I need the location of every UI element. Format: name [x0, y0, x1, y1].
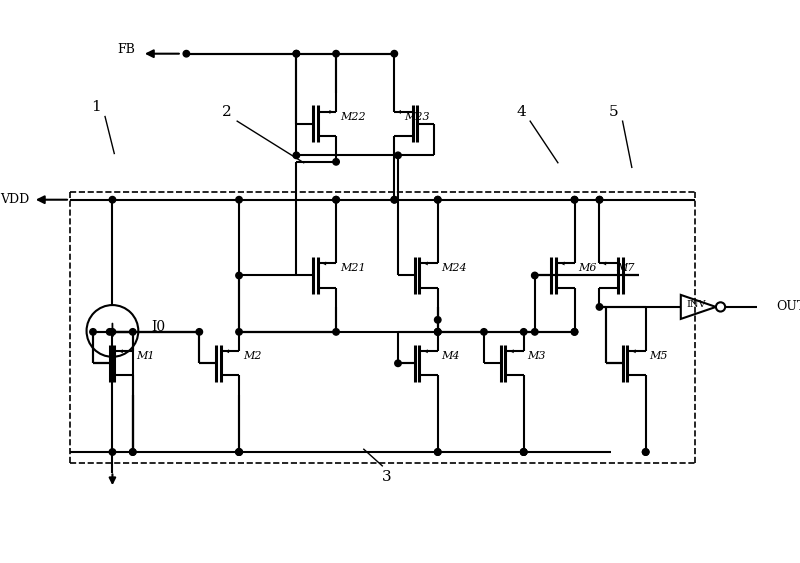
- Circle shape: [236, 449, 242, 455]
- Circle shape: [596, 196, 602, 203]
- Text: M2: M2: [242, 351, 262, 361]
- Circle shape: [481, 329, 487, 335]
- Circle shape: [236, 272, 242, 279]
- Circle shape: [293, 51, 299, 57]
- Circle shape: [521, 329, 527, 335]
- Text: 5: 5: [609, 105, 618, 119]
- Circle shape: [130, 329, 136, 335]
- Circle shape: [521, 449, 527, 455]
- Circle shape: [596, 303, 602, 310]
- Circle shape: [196, 329, 202, 335]
- Text: M23: M23: [404, 111, 430, 122]
- Circle shape: [596, 196, 602, 203]
- Circle shape: [333, 159, 339, 165]
- Circle shape: [434, 329, 441, 335]
- Text: M7: M7: [616, 263, 634, 273]
- Text: M21: M21: [340, 263, 366, 273]
- Circle shape: [434, 329, 441, 335]
- Circle shape: [571, 329, 578, 335]
- Circle shape: [130, 449, 136, 455]
- Text: M3: M3: [527, 351, 546, 361]
- Text: OUT: OUT: [776, 301, 800, 314]
- Circle shape: [394, 152, 402, 159]
- Circle shape: [434, 196, 441, 203]
- Circle shape: [236, 196, 242, 203]
- Circle shape: [571, 196, 578, 203]
- Circle shape: [293, 51, 299, 57]
- Circle shape: [130, 449, 136, 455]
- Text: M6: M6: [578, 263, 597, 273]
- Circle shape: [293, 152, 299, 159]
- Circle shape: [434, 449, 441, 455]
- Circle shape: [109, 196, 116, 203]
- Circle shape: [109, 329, 116, 335]
- Text: M22: M22: [340, 111, 366, 122]
- Text: 3: 3: [382, 470, 392, 484]
- Text: M1: M1: [137, 351, 155, 361]
- Text: 4: 4: [516, 105, 526, 119]
- Text: M5: M5: [650, 351, 668, 361]
- Circle shape: [236, 449, 242, 455]
- Text: INV: INV: [686, 300, 706, 309]
- Circle shape: [434, 316, 441, 323]
- Circle shape: [571, 329, 578, 335]
- Circle shape: [391, 51, 398, 57]
- Circle shape: [571, 196, 578, 203]
- Circle shape: [333, 196, 339, 203]
- Text: I0: I0: [151, 320, 166, 334]
- Circle shape: [394, 360, 402, 367]
- Circle shape: [434, 329, 441, 335]
- Circle shape: [106, 329, 113, 335]
- Circle shape: [183, 51, 190, 57]
- Circle shape: [333, 329, 339, 335]
- Circle shape: [391, 196, 398, 203]
- Text: 1: 1: [91, 100, 101, 114]
- Circle shape: [434, 196, 441, 203]
- Text: FB: FB: [118, 43, 135, 56]
- Circle shape: [521, 449, 527, 455]
- Text: M24: M24: [442, 263, 467, 273]
- Circle shape: [434, 449, 441, 455]
- Circle shape: [531, 272, 538, 279]
- Circle shape: [642, 449, 649, 455]
- Text: M4: M4: [442, 351, 460, 361]
- Circle shape: [333, 51, 339, 57]
- Circle shape: [90, 329, 96, 335]
- Circle shape: [642, 449, 649, 455]
- Circle shape: [109, 449, 116, 455]
- Circle shape: [236, 449, 242, 455]
- Circle shape: [521, 449, 527, 455]
- Circle shape: [391, 196, 398, 203]
- Circle shape: [236, 329, 242, 335]
- Circle shape: [333, 196, 339, 203]
- Text: 2: 2: [222, 105, 232, 119]
- Circle shape: [531, 329, 538, 335]
- Text: VDD: VDD: [0, 193, 30, 206]
